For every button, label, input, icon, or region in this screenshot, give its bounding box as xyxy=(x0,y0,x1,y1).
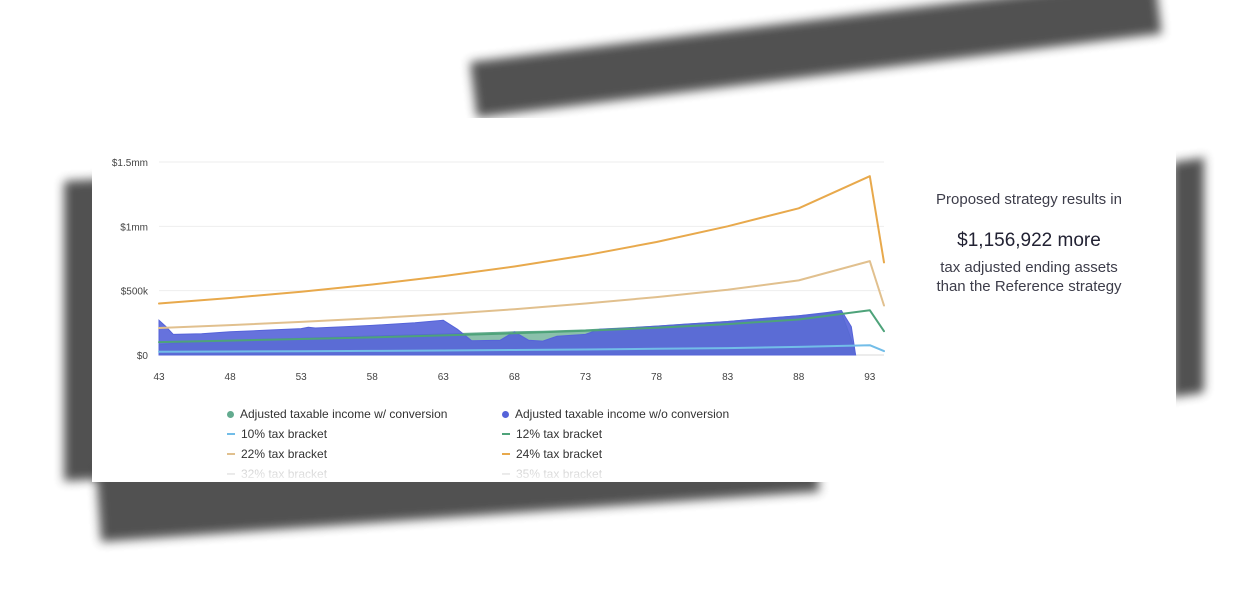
legend-item[interactable]: 35% tax bracket xyxy=(502,464,827,482)
legend-dot-icon xyxy=(502,410,509,418)
x-tick-label: 53 xyxy=(296,372,308,383)
legend-label: 10% tax bracket xyxy=(241,427,328,441)
y-tick-label: $500k xyxy=(121,287,149,298)
right-shadow xyxy=(1172,157,1204,398)
x-tick-label: 63 xyxy=(438,372,450,383)
series-line xyxy=(158,309,885,344)
y-tick-label: $0 xyxy=(137,351,149,362)
x-tick-label: 73 xyxy=(580,372,592,383)
series-line xyxy=(158,344,885,353)
series-line xyxy=(158,260,885,329)
summary-amount: $1,156,922 more xyxy=(957,230,1101,251)
x-tick-label: 83 xyxy=(722,372,734,383)
legend-dot-icon xyxy=(227,410,234,418)
x-tick-label: 88 xyxy=(793,372,805,383)
chart-legend: Adjusted taxable income w/ conversion Adj… xyxy=(227,404,827,482)
legend-item[interactable]: 24% tax bracket xyxy=(502,444,827,464)
summary-line-1: tax adjusted ending assets xyxy=(940,259,1118,276)
legend-item[interactable]: 32% tax bracket xyxy=(227,464,502,482)
legend-line-icon xyxy=(502,473,510,475)
series-area xyxy=(158,310,857,356)
x-tick-label: 78 xyxy=(651,372,663,383)
x-tick-label: 43 xyxy=(153,372,165,383)
series-line xyxy=(158,175,885,305)
legend-line-icon xyxy=(502,453,510,455)
legend-item[interactable]: Adjusted taxable income w/o conversion xyxy=(502,404,827,424)
legend-label: Adjusted taxable income w/o conversion xyxy=(515,407,730,421)
legend-item[interactable]: 22% tax bracket xyxy=(227,444,502,464)
tax-chart-card: $0 $500k $1mm $1.5mm 43 48 53 58 63 68 73 78 83 88 93 … xyxy=(92,118,1176,482)
legend-item[interactable]: 10% tax bracket xyxy=(227,424,502,444)
x-tick-label: 58 xyxy=(367,372,379,383)
x-tick-label: 48 xyxy=(225,372,237,383)
legend-line-icon xyxy=(227,473,235,475)
legend-label: 35% tax bracket xyxy=(516,467,603,481)
summary-line-2: than the Reference strategy xyxy=(936,278,1122,295)
legend-item[interactable]: Adjusted taxable income w/ conversion xyxy=(227,404,502,424)
strategy-summary: Proposed strategy results in $1,156,922 … xyxy=(904,190,1154,296)
x-tick-label: 68 xyxy=(509,372,521,383)
legend-label: 32% tax bracket xyxy=(241,467,328,481)
legend-line-icon xyxy=(227,433,235,435)
tax-bracket-chart: $0 $500k $1mm $1.5mm 43 48 53 58 63 68 73 78 83 88 93 xyxy=(112,158,885,383)
y-tick-label: $1.5mm xyxy=(112,158,148,169)
y-tick-label: $1mm xyxy=(120,222,148,233)
legend-label: 22% tax bracket xyxy=(241,447,328,461)
legend-label: 24% tax bracket xyxy=(516,447,603,461)
legend-label: 12% tax bracket xyxy=(516,427,603,441)
legend-label: Adjusted taxable income w/ conversion xyxy=(240,407,448,421)
x-tick-label: 93 xyxy=(864,372,876,383)
legend-line-icon xyxy=(502,433,510,435)
top-shadow xyxy=(470,0,1162,118)
summary-intro: Proposed strategy results in xyxy=(936,191,1122,208)
legend-line-icon xyxy=(227,453,235,455)
legend-item[interactable]: 12% tax bracket xyxy=(502,424,827,444)
